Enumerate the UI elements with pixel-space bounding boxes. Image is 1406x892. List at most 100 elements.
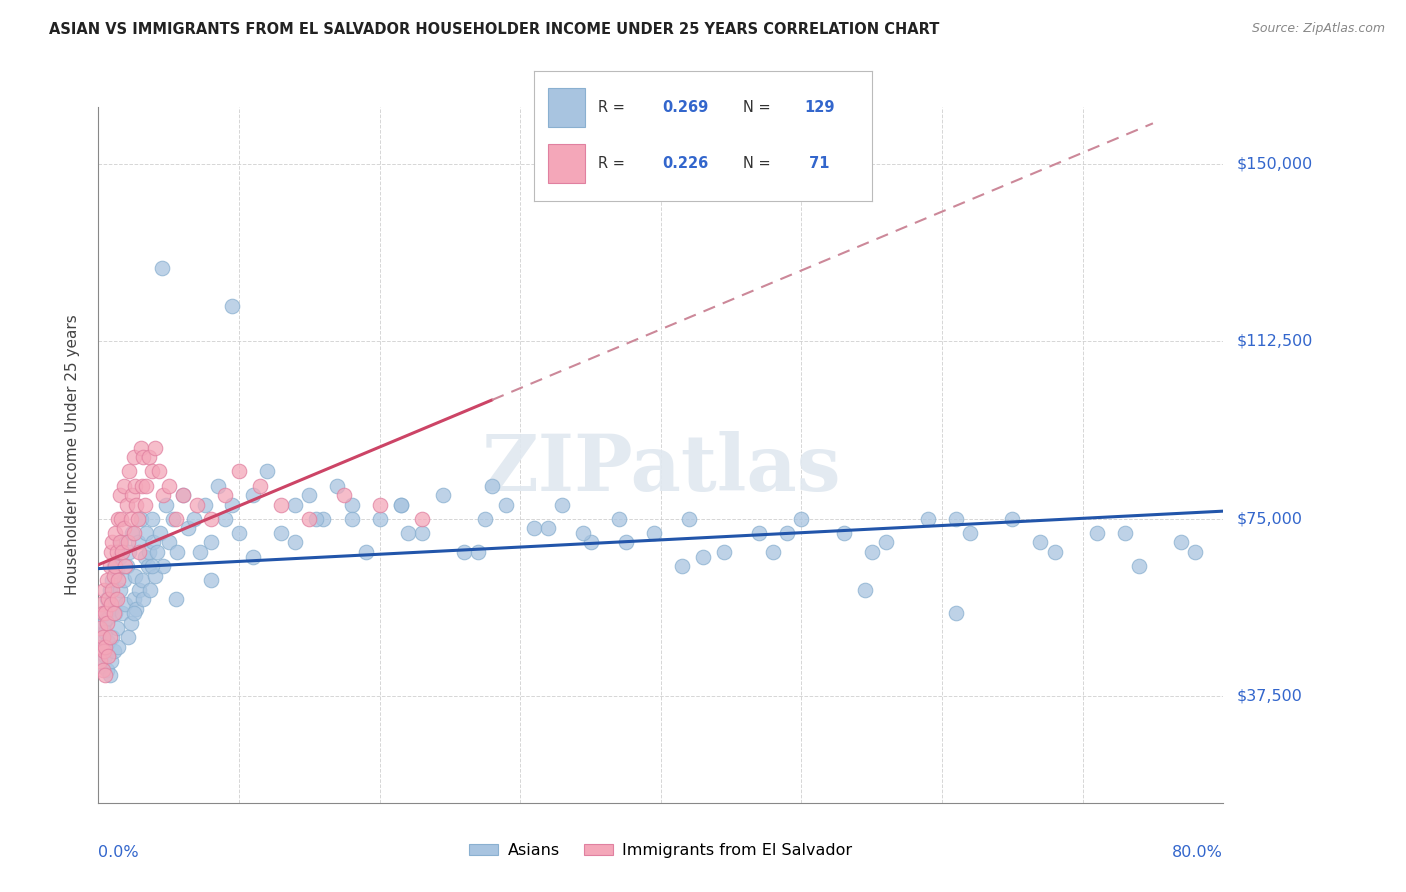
Point xyxy=(200,512,222,526)
Text: ZIPatlas: ZIPatlas xyxy=(481,431,841,507)
Point xyxy=(166,545,188,559)
Point xyxy=(692,549,714,564)
Point xyxy=(103,559,125,574)
Point xyxy=(114,597,136,611)
Point xyxy=(945,512,967,526)
Point xyxy=(94,668,117,682)
Point xyxy=(101,535,124,549)
Point xyxy=(186,498,208,512)
Point xyxy=(143,568,166,582)
Point xyxy=(221,498,243,512)
Point xyxy=(162,512,184,526)
Point xyxy=(136,559,159,574)
Point xyxy=(122,607,145,621)
Point xyxy=(122,450,145,465)
Point xyxy=(101,630,124,644)
Point xyxy=(141,465,163,479)
Point xyxy=(132,450,155,465)
Text: $75,000: $75,000 xyxy=(1237,511,1303,526)
Point xyxy=(93,582,115,597)
Point xyxy=(117,535,139,549)
Point xyxy=(132,592,155,607)
Point xyxy=(90,640,112,654)
Point xyxy=(129,441,152,455)
Point xyxy=(523,521,546,535)
Point xyxy=(97,649,120,664)
Point xyxy=(200,535,222,549)
Point xyxy=(221,299,243,313)
Point xyxy=(354,545,377,559)
Point xyxy=(875,535,897,549)
Point xyxy=(124,478,146,492)
Point xyxy=(97,592,120,607)
Point xyxy=(101,582,124,597)
Point xyxy=(108,582,131,597)
Text: $37,500: $37,500 xyxy=(1237,689,1303,704)
Point xyxy=(100,545,122,559)
Point xyxy=(110,535,132,549)
Point xyxy=(91,607,114,621)
Point xyxy=(150,260,173,275)
Point xyxy=(118,545,141,559)
Point xyxy=(111,607,134,621)
Point xyxy=(93,644,115,658)
Point xyxy=(97,611,120,625)
Point xyxy=(107,512,129,526)
Point xyxy=(89,621,111,635)
Point xyxy=(90,597,112,611)
Point xyxy=(135,526,157,541)
Point xyxy=(108,549,131,564)
Point xyxy=(1128,559,1150,574)
Point xyxy=(105,545,128,559)
Point xyxy=(108,535,131,549)
FancyBboxPatch shape xyxy=(548,144,585,183)
Point xyxy=(270,526,292,541)
Point xyxy=(127,535,149,549)
Point xyxy=(194,498,217,512)
Point xyxy=(671,559,693,574)
Point xyxy=(110,512,132,526)
Point xyxy=(105,592,128,607)
Point xyxy=(93,644,115,658)
Point xyxy=(242,549,264,564)
Point xyxy=(94,649,117,664)
Point xyxy=(122,592,145,607)
Point xyxy=(607,512,630,526)
Point xyxy=(474,512,496,526)
Point xyxy=(104,559,127,574)
Text: $112,500: $112,500 xyxy=(1237,334,1313,349)
Point xyxy=(129,512,152,526)
Point xyxy=(98,630,121,644)
Point xyxy=(104,607,127,621)
Point xyxy=(270,498,292,512)
Point xyxy=(120,512,142,526)
Point xyxy=(1029,535,1052,549)
Point xyxy=(305,512,328,526)
Point xyxy=(121,488,143,502)
Point xyxy=(98,582,121,597)
Point xyxy=(103,607,125,621)
Point xyxy=(614,535,637,549)
Point xyxy=(107,640,129,654)
Point xyxy=(389,498,412,512)
Point xyxy=(214,512,236,526)
Point xyxy=(97,635,120,649)
Point xyxy=(228,465,250,479)
Point xyxy=(94,607,117,621)
Point xyxy=(114,559,136,574)
Point xyxy=(284,498,307,512)
Point xyxy=(1085,526,1108,541)
Point xyxy=(207,478,229,492)
Point xyxy=(138,545,160,559)
Point xyxy=(96,592,118,607)
Point xyxy=(177,521,200,535)
Point xyxy=(128,582,150,597)
Point xyxy=(149,526,172,541)
Text: R =: R = xyxy=(599,156,630,170)
Text: 129: 129 xyxy=(804,100,835,115)
Point xyxy=(155,498,177,512)
Text: 0.269: 0.269 xyxy=(662,100,709,115)
Point xyxy=(453,545,475,559)
Point xyxy=(284,535,307,549)
Point xyxy=(143,441,166,455)
